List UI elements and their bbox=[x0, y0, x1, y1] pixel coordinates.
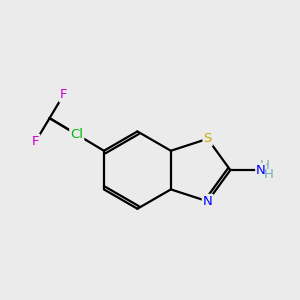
Text: F: F bbox=[32, 135, 39, 148]
Text: Cl: Cl bbox=[70, 128, 83, 141]
Text: F: F bbox=[60, 88, 67, 101]
Text: S: S bbox=[203, 132, 212, 145]
Text: N: N bbox=[203, 195, 212, 208]
Text: O: O bbox=[71, 128, 82, 141]
Text: H: H bbox=[260, 159, 269, 172]
Text: H: H bbox=[264, 168, 274, 181]
Text: N: N bbox=[256, 164, 266, 177]
